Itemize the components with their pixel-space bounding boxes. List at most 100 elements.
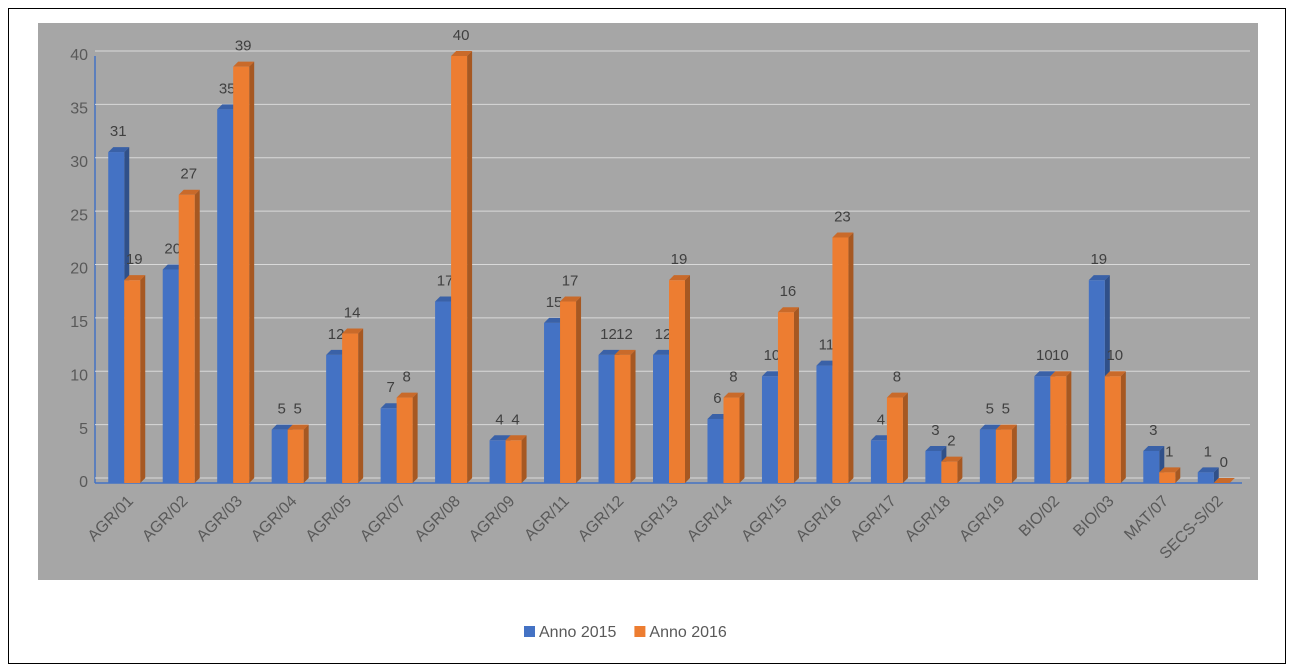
bar-top bbox=[342, 328, 364, 334]
data-label: 3 bbox=[931, 422, 939, 439]
bar-top bbox=[124, 275, 146, 281]
bar bbox=[669, 280, 685, 483]
y-tick-label: 20 bbox=[70, 261, 88, 278]
bar-top bbox=[886, 392, 908, 398]
bar-top bbox=[233, 61, 255, 67]
bar-top bbox=[489, 435, 511, 441]
data-label: 40 bbox=[453, 27, 470, 44]
bar-top bbox=[1213, 478, 1235, 483]
data-label: 23 bbox=[834, 208, 851, 225]
bar-top bbox=[979, 424, 1001, 430]
bar-side bbox=[303, 424, 309, 483]
bar bbox=[761, 376, 778, 483]
data-label: 8 bbox=[402, 369, 410, 386]
bar bbox=[271, 429, 288, 483]
data-label: 17 bbox=[562, 272, 579, 289]
bar bbox=[233, 66, 250, 484]
bar-top bbox=[653, 349, 674, 355]
bar-top bbox=[217, 104, 239, 110]
data-label: 12 bbox=[616, 326, 633, 343]
bar-top bbox=[777, 307, 799, 313]
bar-top bbox=[723, 392, 745, 398]
data-label: 19 bbox=[1090, 251, 1107, 268]
bar bbox=[1159, 472, 1176, 483]
data-label: 3 bbox=[1149, 422, 1157, 439]
bar-top bbox=[380, 403, 402, 409]
bar-top bbox=[598, 349, 620, 355]
data-label: 20 bbox=[164, 240, 181, 257]
bar-side bbox=[902, 392, 908, 483]
bar-top bbox=[108, 147, 130, 153]
y-tick-label: 0 bbox=[79, 474, 88, 491]
bar bbox=[653, 354, 669, 483]
data-label: 12 bbox=[600, 326, 617, 343]
bar bbox=[598, 354, 615, 483]
y-tick-label: 25 bbox=[70, 207, 88, 224]
y-tick-label: 40 bbox=[70, 47, 88, 64]
bar-side bbox=[685, 275, 690, 483]
y-tick-label: 35 bbox=[70, 101, 88, 118]
bar-side bbox=[140, 275, 146, 483]
data-label: 10 bbox=[1106, 347, 1123, 364]
bar bbox=[614, 354, 631, 483]
bar-side bbox=[249, 61, 255, 484]
data-label: 11 bbox=[819, 337, 835, 354]
bar-top bbox=[451, 51, 473, 56]
data-label: 5 bbox=[277, 401, 285, 418]
bar bbox=[560, 301, 577, 483]
bar bbox=[124, 280, 141, 483]
bar-top bbox=[162, 264, 184, 270]
bar bbox=[108, 152, 125, 483]
data-label: 4 bbox=[495, 411, 503, 428]
data-label: 2 bbox=[947, 433, 955, 450]
data-label: 14 bbox=[344, 305, 361, 322]
bar-top bbox=[544, 317, 566, 323]
bar-top bbox=[1104, 371, 1126, 377]
bar bbox=[1197, 472, 1214, 483]
bar bbox=[162, 269, 179, 483]
bar-side bbox=[412, 392, 418, 483]
y-tick-label: 15 bbox=[70, 314, 88, 331]
data-label: 6 bbox=[713, 390, 721, 407]
bar-top bbox=[271, 424, 293, 430]
bar-top bbox=[1088, 275, 1110, 281]
data-label: 0 bbox=[1220, 454, 1228, 471]
bar bbox=[979, 429, 996, 483]
bar-top bbox=[1050, 371, 1072, 377]
bar-side bbox=[358, 328, 364, 483]
y-tick-label: 5 bbox=[79, 421, 88, 438]
bar-top bbox=[560, 296, 582, 302]
bar-top bbox=[178, 189, 200, 195]
bar-side bbox=[1213, 467, 1219, 483]
bar-side bbox=[957, 456, 963, 483]
data-label: 19 bbox=[126, 251, 143, 268]
bar bbox=[178, 194, 195, 483]
bar bbox=[870, 440, 887, 483]
bar bbox=[995, 429, 1012, 483]
bar bbox=[1088, 280, 1105, 483]
data-label: 10 bbox=[1052, 347, 1069, 364]
bar-top bbox=[435, 296, 457, 302]
bar-top bbox=[816, 360, 838, 366]
bar-side bbox=[467, 51, 473, 483]
bar-side bbox=[194, 189, 200, 483]
bar bbox=[1050, 376, 1067, 483]
bar-side bbox=[848, 232, 854, 483]
data-label: 5 bbox=[1002, 401, 1010, 418]
data-label: 19 bbox=[671, 251, 688, 268]
bar-side bbox=[1011, 424, 1017, 483]
data-label: 12 bbox=[328, 326, 345, 343]
bar bbox=[925, 450, 942, 483]
data-label: 35 bbox=[219, 80, 236, 97]
bar-side bbox=[793, 307, 799, 483]
bar bbox=[723, 397, 740, 483]
bar bbox=[1034, 376, 1051, 483]
data-label: 5 bbox=[986, 401, 994, 418]
bar-top bbox=[326, 349, 348, 355]
bar-top bbox=[941, 456, 963, 462]
data-label: 4 bbox=[511, 411, 519, 428]
legend-swatch bbox=[634, 626, 646, 637]
bar bbox=[1143, 450, 1160, 483]
bar-top bbox=[1197, 467, 1219, 473]
